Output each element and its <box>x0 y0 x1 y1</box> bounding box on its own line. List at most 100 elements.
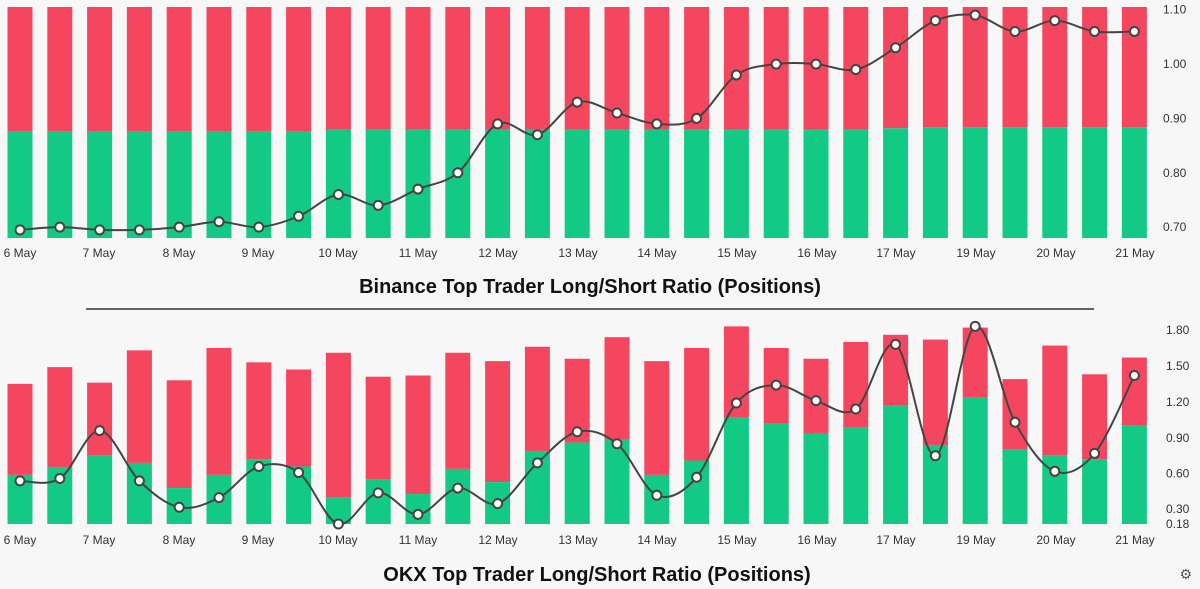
binance-long-bar <box>1002 127 1028 238</box>
binance-short-bar <box>246 7 272 132</box>
okx-ratio-point <box>1009 416 1021 428</box>
okx-ratio-point <box>14 475 26 487</box>
okx-ratio-point <box>293 467 305 479</box>
okx-short-bar <box>325 352 351 498</box>
binance-ratio-point <box>651 118 663 130</box>
okx-y-tick-label: 1.80 <box>1166 323 1190 337</box>
okx-long-bar <box>126 462 152 524</box>
okx-x-tick-label: 7 May <box>83 533 116 547</box>
binance-long-bar <box>524 129 550 238</box>
binance-long-bar <box>7 131 33 238</box>
okx-x-tick-label: 20 May <box>1036 533 1075 547</box>
binance-short-bar <box>206 7 232 132</box>
binance-x-tick-label: 20 May <box>1036 246 1075 260</box>
okx-ratio-point <box>651 489 663 501</box>
okx-x-tick-label: 19 May <box>956 533 995 547</box>
binance-ratio-point <box>810 58 822 70</box>
binance-ratio-point <box>969 9 981 21</box>
binance-x-tick-label: 19 May <box>956 246 995 260</box>
binance-ratio-point <box>890 42 902 54</box>
binance-ratio-point <box>173 221 185 233</box>
okx-x-tick-label: 10 May <box>318 533 357 547</box>
binance-short-bar <box>962 7 988 128</box>
binance-long-bar <box>445 129 471 238</box>
binance-short-bar <box>723 7 749 130</box>
okx-chart-title: OKX Top Trader Long/Short Ratio (Positio… <box>383 564 810 586</box>
okx-y-tick-label: 0.90 <box>1166 431 1190 445</box>
okx-x-tick-label: 17 May <box>876 533 915 547</box>
okx-x-tick-label: 16 May <box>797 533 836 547</box>
binance-ratio-point <box>1128 25 1140 37</box>
okx-long-bar <box>445 468 471 524</box>
okx-long-bar <box>803 432 829 524</box>
okx-short-bar <box>604 337 630 439</box>
binance-short-bar <box>405 7 431 130</box>
binance-ratio-point <box>293 210 305 222</box>
okx-x-tick-label: 21 May <box>1115 533 1154 547</box>
okx-x-tick-label: 13 May <box>558 533 597 547</box>
binance-ratio-point <box>412 183 424 195</box>
okx-x-tick-label: 9 May <box>242 533 275 547</box>
binance-short-bar <box>922 7 948 128</box>
binance-ratio-point <box>1089 25 1101 37</box>
okx-y-tick-label: 1.20 <box>1166 395 1190 409</box>
binance-ratio-point <box>213 216 225 228</box>
okx-x-tick-label: 12 May <box>478 533 517 547</box>
okx-long-bar <box>1082 459 1108 524</box>
okx-ratio-point <box>253 461 265 473</box>
binance-short-bar <box>883 7 909 129</box>
binance-ratio-point <box>611 107 623 119</box>
binance-short-bar <box>1042 7 1068 128</box>
binance-long-bar <box>723 129 749 238</box>
binance-short-bar <box>485 7 511 130</box>
binance-x-tick-label: 13 May <box>558 246 597 260</box>
binance-long-bar <box>1042 127 1068 238</box>
okx-short-bar <box>485 361 511 483</box>
binance-ratio-point <box>253 221 265 233</box>
okx-short-bar <box>1082 374 1108 460</box>
okx-short-bar <box>166 380 192 489</box>
okx-short-bar <box>445 352 471 469</box>
binance-long-bar <box>1082 127 1108 238</box>
binance-x-tick-label: 14 May <box>637 246 676 260</box>
binance-y-tick-label: 0.90 <box>1163 111 1187 125</box>
okx-x-tick-label: 11 May <box>399 533 437 547</box>
okx-long-bar <box>763 423 789 524</box>
okx-y-tick-label: 1.50 <box>1166 359 1190 373</box>
okx-chart: 6 May 7 May 8 May 9 May 10 May 11 May 12 May 13… <box>4 320 1190 586</box>
binance-long-bar <box>126 131 152 238</box>
binance-ratio-point <box>452 167 464 179</box>
okx-x-tick-label: 14 May <box>637 533 676 547</box>
okx-ratio-point <box>54 472 66 484</box>
binance-ratio-point <box>94 224 106 236</box>
okx-ratio-point <box>213 492 225 504</box>
okx-short-bar <box>922 339 948 445</box>
binance-short-bar <box>325 7 351 130</box>
binance-short-bar <box>87 7 113 132</box>
okx-long-bar <box>1121 425 1147 524</box>
okx-short-bar <box>684 347 710 461</box>
binance-ratio-point <box>1009 25 1021 37</box>
binance-ratio-point <box>770 58 782 70</box>
binance-long-bar <box>365 129 391 238</box>
binance-short-bar <box>1082 7 1108 128</box>
okx-short-bar <box>47 367 73 468</box>
binance-short-bar <box>445 7 471 130</box>
okx-x-tick-label: 8 May <box>163 533 196 547</box>
okx-ratio-point <box>850 403 862 415</box>
binance-long-bar <box>763 129 789 238</box>
binance-chart: 6 May 7 May 8 May 9 May 10 May 11 May 12 May 13… <box>4 3 1187 298</box>
binance-short-bar <box>47 7 73 132</box>
gear-icon[interactable]: ⚙ <box>1179 567 1192 583</box>
binance-short-bar <box>684 7 710 130</box>
binance-x-tick-label: 6 May <box>4 246 37 260</box>
okx-long-bar <box>1002 449 1028 524</box>
binance-short-bar <box>365 7 391 130</box>
binance-x-tick-label: 10 May <box>318 246 357 260</box>
binance-ratio-point <box>531 129 543 141</box>
binance-long-bar <box>922 127 948 238</box>
binance-short-bar <box>564 7 590 130</box>
okx-short-bar <box>962 327 988 398</box>
binance-long-bar <box>644 129 670 238</box>
binance-ratio-point <box>850 64 862 76</box>
